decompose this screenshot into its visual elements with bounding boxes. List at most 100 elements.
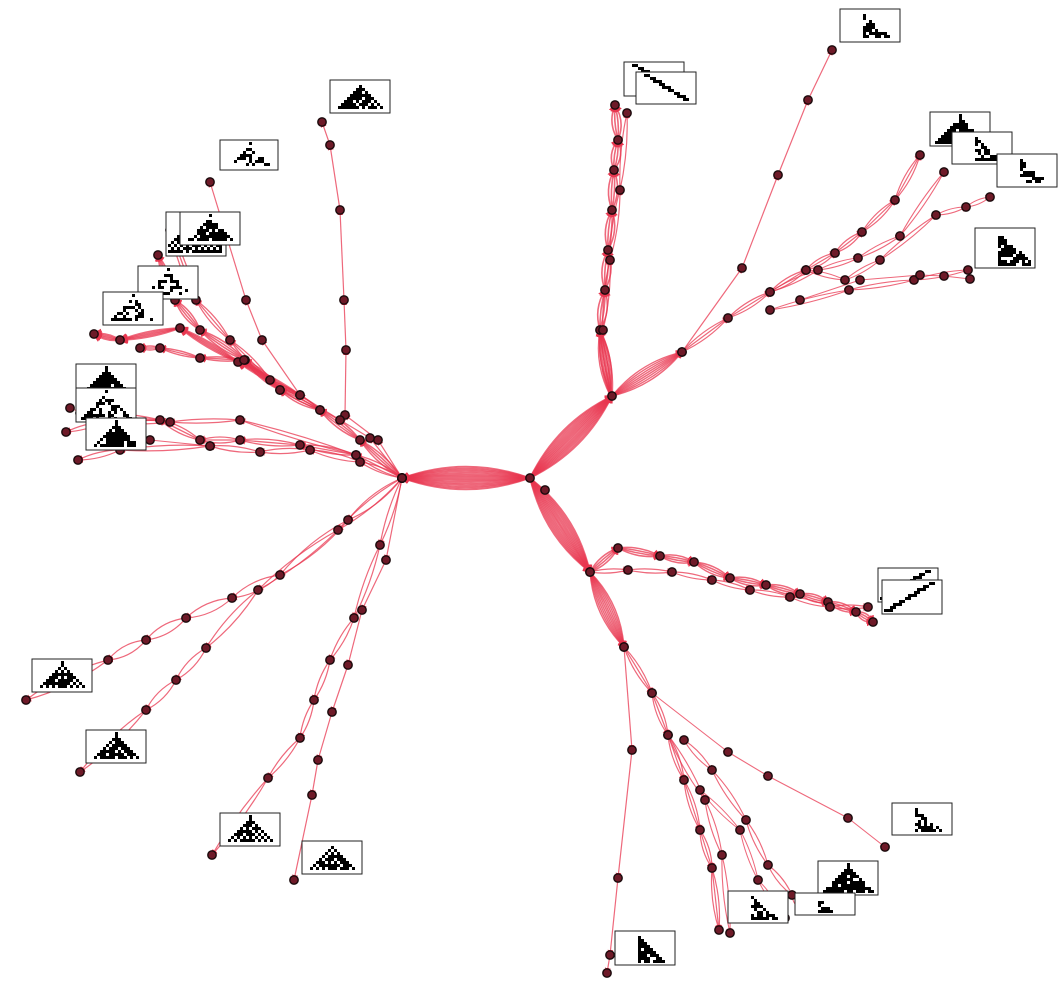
pattern-thumbnail — [891, 802, 953, 836]
automaton-cell — [108, 414, 111, 417]
node — [795, 589, 805, 599]
automaton-cell — [171, 247, 174, 250]
edge — [894, 153, 922, 201]
automaton-cell — [118, 429, 121, 432]
edge — [237, 419, 357, 456]
automaton-cell — [1028, 263, 1031, 266]
edge — [777, 97, 809, 176]
edge — [609, 187, 623, 261]
automaton-cell — [844, 869, 847, 872]
node — [207, 850, 217, 860]
automaton-cell — [129, 300, 132, 303]
automaton-cell — [984, 158, 987, 161]
automaton-cell — [105, 372, 108, 375]
automaton-cell — [939, 829, 942, 832]
automaton-cell — [1022, 257, 1025, 260]
automaton-cell — [346, 864, 349, 867]
node — [241, 295, 251, 305]
automaton-cell — [258, 827, 261, 830]
automaton-cell — [981, 155, 984, 158]
edge — [346, 477, 403, 522]
automaton-cell — [1007, 248, 1010, 251]
automaton-cell — [118, 753, 121, 756]
automaton-cell — [121, 441, 124, 444]
automaton-cell — [106, 744, 109, 747]
automaton-cell — [249, 154, 252, 157]
automaton-cell — [203, 235, 206, 238]
automaton-cell — [1032, 174, 1035, 177]
automaton-cell — [984, 146, 987, 149]
automaton-cell — [835, 884, 838, 887]
automaton-cell — [150, 318, 153, 321]
edge — [623, 646, 635, 753]
automaton-cell — [209, 223, 212, 226]
automaton-cell — [158, 286, 161, 289]
automaton-cell — [331, 846, 334, 849]
automaton-cell — [362, 94, 365, 97]
pattern-thumbnail — [85, 729, 147, 764]
node — [381, 555, 391, 565]
automaton-cell — [67, 676, 70, 679]
automaton-cell — [200, 238, 203, 241]
automaton-cell — [108, 411, 111, 414]
automaton-cell — [100, 756, 103, 759]
automaton-cell — [1023, 171, 1026, 174]
automaton-cell — [177, 241, 180, 244]
automaton-cell — [1025, 257, 1028, 260]
automaton-cell — [1001, 242, 1004, 245]
automaton-cell — [835, 887, 838, 890]
edge — [245, 297, 263, 341]
edge — [105, 639, 147, 663]
automaton-cell — [249, 839, 252, 842]
automaton-cell — [100, 753, 103, 756]
automaton-cell — [871, 890, 874, 893]
edge — [611, 350, 685, 397]
automaton-cell — [859, 878, 862, 881]
thumbnail-layer — [31, 8, 1058, 966]
automaton-cell — [751, 917, 754, 920]
node — [735, 825, 745, 835]
automaton-cell — [176, 286, 179, 289]
automaton-cell — [174, 250, 177, 253]
node — [717, 850, 727, 860]
automaton-cell — [46, 679, 49, 682]
automaton-cell — [821, 910, 824, 913]
edge — [311, 659, 331, 703]
automaton-cell — [100, 438, 103, 441]
node — [540, 485, 550, 495]
automaton-cell — [853, 884, 856, 887]
node — [227, 593, 237, 603]
automaton-cell — [638, 960, 641, 963]
automaton-cell — [99, 408, 102, 411]
edge — [266, 737, 301, 780]
automaton-cell — [328, 858, 331, 861]
automaton-cell — [246, 148, 249, 151]
automaton-cell — [252, 821, 255, 824]
automaton-cell — [847, 884, 850, 887]
automaton-cell — [862, 881, 865, 884]
node — [525, 473, 535, 483]
automaton-cell — [878, 35, 881, 38]
automaton-cell — [219, 247, 222, 250]
automaton-cell — [905, 597, 908, 600]
automaton-cell — [124, 744, 127, 747]
automaton-cell — [1019, 251, 1022, 254]
automaton-cell — [114, 384, 117, 387]
automaton-cell — [316, 861, 319, 864]
automaton-cell — [337, 858, 340, 861]
automaton-cell — [641, 67, 644, 70]
automaton-cell — [668, 86, 671, 89]
pattern-thumbnail — [817, 860, 879, 896]
automaton-cell — [924, 817, 927, 820]
automaton-cell — [310, 867, 313, 870]
automaton-cell — [96, 402, 99, 405]
edge — [619, 110, 629, 191]
node — [745, 585, 755, 595]
edge — [184, 597, 233, 620]
automaton-cell — [334, 864, 337, 867]
automaton-cell — [267, 836, 270, 839]
automaton-cell — [141, 309, 144, 312]
automaton-cell — [319, 858, 322, 861]
automaton-cell — [55, 682, 58, 685]
automaton-cell — [757, 914, 760, 917]
